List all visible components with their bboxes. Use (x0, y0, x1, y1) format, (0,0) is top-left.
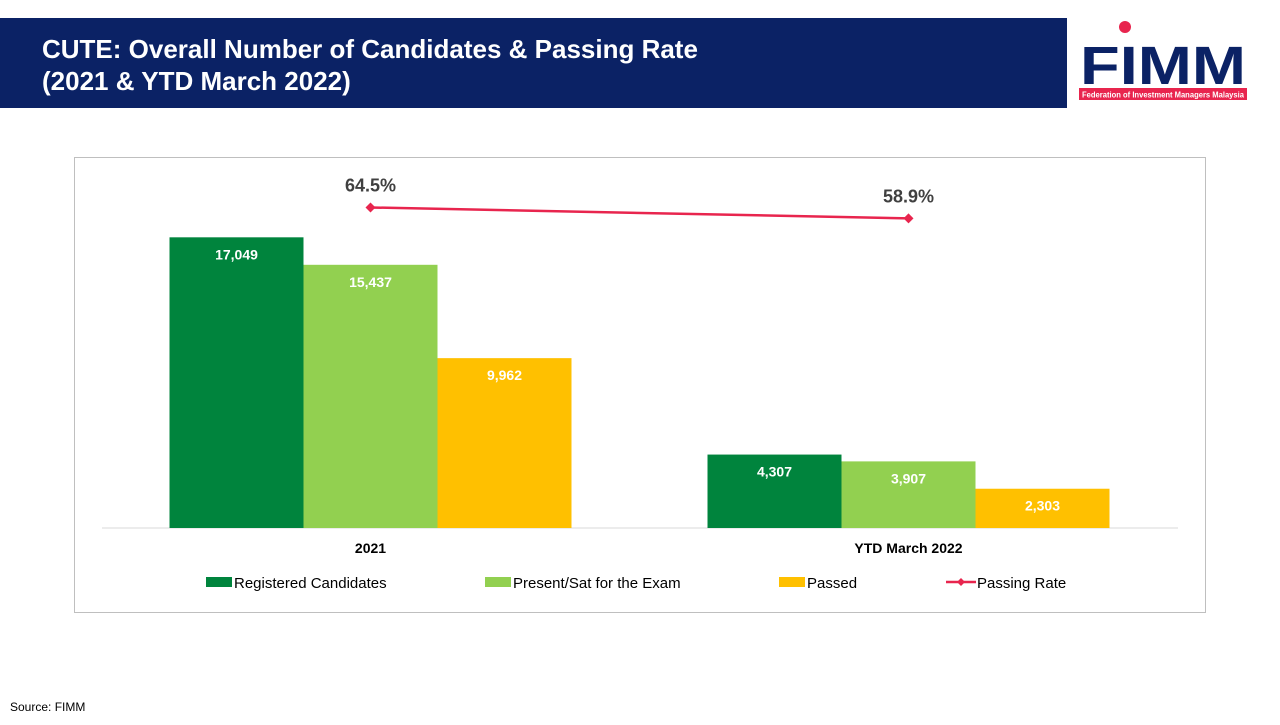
legend-swatch (779, 577, 805, 587)
legend-label: Registered Candidates (234, 575, 387, 592)
logo-tagline: Federation of Investment Managers Malays… (1082, 91, 1245, 100)
data-label: 2,303 (1025, 498, 1060, 514)
bar (975, 488, 1110, 528)
legend-marker (957, 578, 965, 586)
data-label: 64.5% (345, 175, 396, 195)
line (370, 206, 909, 220)
bar (841, 461, 976, 528)
bar (169, 237, 304, 528)
header-band (0, 18, 1067, 108)
data-label: 3,907 (891, 470, 926, 486)
legend-label: Present/Sat for the Exam (513, 575, 681, 592)
title-line: CUTE: Overall Number of Candidates & Pas… (42, 34, 698, 64)
logo-text: FIMM (1080, 36, 1246, 96)
legend-swatch (206, 577, 232, 587)
data-label: 17,049 (215, 246, 258, 262)
bar (303, 264, 438, 528)
legend-label: Passed (807, 575, 857, 592)
bar (437, 358, 572, 528)
bar (707, 454, 842, 528)
line-marker (365, 202, 376, 213)
data-label: 58.9% (883, 186, 934, 206)
logo-dot (1119, 21, 1131, 33)
logo-bar (1079, 88, 1247, 100)
x-tick-label: 2021 (355, 540, 386, 556)
line-marker (903, 213, 914, 224)
legend-swatch (485, 577, 511, 587)
data-label: 15,437 (349, 274, 392, 290)
data-label: 9,962 (487, 367, 522, 383)
title-line: (2021 & YTD March 2022) (42, 66, 351, 96)
x-tick-label: YTD March 2022 (854, 540, 962, 556)
source: Source: FIMM (10, 700, 85, 714)
legend-label: Passing Rate (977, 575, 1066, 592)
data-label: 4,307 (757, 464, 792, 480)
